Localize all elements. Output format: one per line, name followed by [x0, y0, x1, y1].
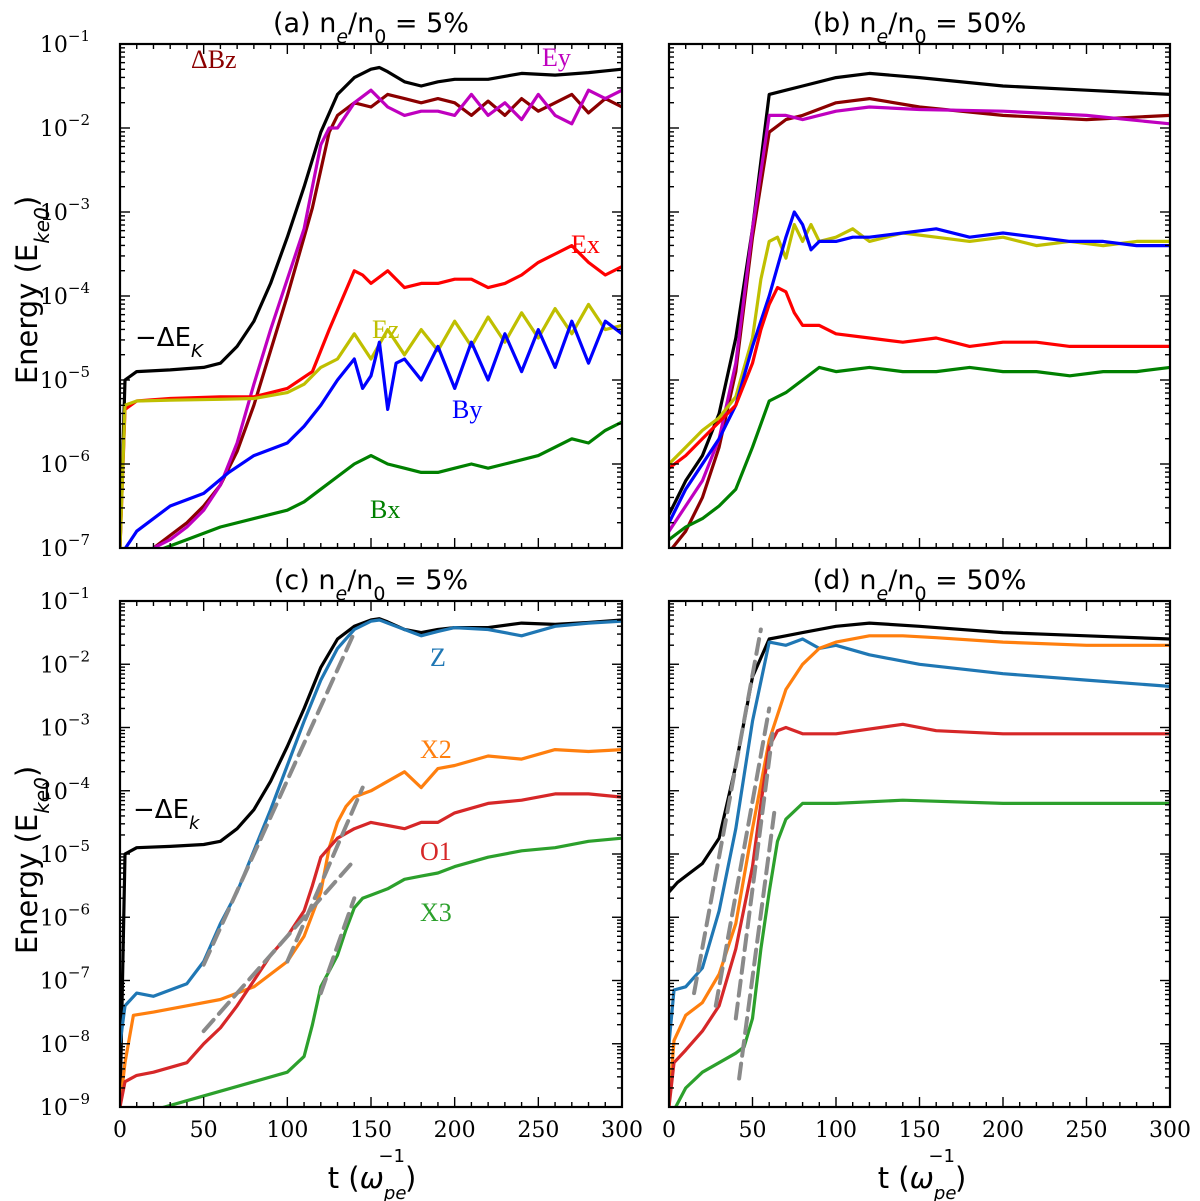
y-tick-label: 10−2: [40, 111, 90, 142]
x-tick-label: 0: [113, 1118, 127, 1143]
series-line-magenta-magenta: [669, 105, 1170, 533]
y-tick-label: 10−1: [40, 584, 90, 615]
series-label-EK: −ΔEK: [135, 323, 204, 362]
panel-c: (c) ne/n0 = 5% 0 50 100 150 200 250 300 10−9 10−8…: [40, 565, 643, 1143]
series-label-By: By: [452, 395, 482, 424]
x-tick-label: 150: [350, 1118, 392, 1143]
series-label-Ek: −ΔEk: [133, 795, 201, 834]
series-line-X3-tab_green: [158, 836, 622, 1107]
y-tick-label: 10−6: [40, 447, 90, 478]
panel-title: (a) ne/n0 = 5%: [273, 8, 469, 48]
plot-area: [120, 65, 622, 548]
fit-line-4: [318, 896, 357, 996]
series-line-maroon-maroon: [670, 97, 1170, 548]
fit-line-3: [285, 785, 365, 964]
y-tick-label: 10−2: [40, 647, 90, 678]
y-tick-label: 10−5: [40, 363, 90, 394]
series-line-Z-tab_blue: [120, 618, 622, 1046]
series-label-X3: X3: [420, 898, 452, 927]
series-line-Ex-red: [120, 244, 622, 548]
plot-area: [669, 71, 1170, 548]
x-tick-label: 200: [434, 1118, 476, 1143]
x-axis-label-right: t (ωpe−1): [878, 1146, 967, 1201]
series-label-Bx: Bx: [370, 495, 400, 524]
y-tick-label: 10−1: [40, 27, 90, 58]
x-axis-label-left: t (ωpe−1): [328, 1146, 417, 1201]
x-tick-label: 100: [266, 1118, 308, 1143]
panel-b: (b) ne/n0 = 50%: [667, 8, 1172, 550]
series-line-tabblue-tab_blue: [669, 637, 1170, 1046]
series-line-blue-blue: [669, 210, 1170, 525]
x-tick-label: 300: [1149, 1118, 1191, 1143]
x-tick-label: 150: [899, 1118, 941, 1143]
series-line-black-black: [669, 621, 1170, 894]
series-line-Bx-green: [160, 420, 622, 548]
panel-a: (a) ne/n0 = 5% 10−7 10−6 10−5 10−4 10−3 10−2 10…: [40, 8, 624, 562]
series-line-black-black: [669, 71, 1170, 516]
series-label-Z: Z: [430, 643, 446, 672]
series-label-Bz: ΔBz: [191, 45, 237, 74]
series-line-taborange-tab_orange: [669, 634, 1170, 1107]
y-tick-label: 10−7: [40, 531, 90, 562]
y-tick-label: 10−4: [40, 774, 90, 805]
plot-area: [669, 621, 1170, 1107]
fit-line-2: [201, 858, 357, 1034]
x-tick-label: 250: [517, 1118, 559, 1143]
fit-line-1: [201, 630, 357, 967]
series-line-O1-tab_red: [120, 792, 622, 1107]
series-line-E-black: [120, 65, 622, 548]
x-tick-label: 200: [982, 1118, 1024, 1143]
panel-d: (d) ne/n0 = 50% 0 50 100 150 200 250 300: [662, 565, 1191, 1143]
series-line-olive-olive: [669, 223, 1170, 466]
panel-title: (c) ne/n0 = 5%: [274, 565, 468, 605]
axes-frame: [118, 599, 624, 1109]
y-tick-label: 10−6: [40, 900, 90, 931]
y-axis-label-bottom: Energy (Eke0): [10, 766, 54, 954]
x-tick-label: 50: [190, 1118, 218, 1143]
x-tick-label: 100: [815, 1118, 857, 1143]
fit-line-1: [692, 627, 763, 996]
series-label-X2: X2: [420, 735, 452, 764]
fit-line-4: [737, 810, 777, 1081]
series-line-X2-tab_orange: [120, 748, 622, 1107]
y-axis-label-top: Energy (Eke0): [10, 196, 54, 384]
axes-frame: [118, 42, 624, 550]
x-tick-label: 0: [662, 1118, 676, 1143]
x-tick-label: 50: [739, 1118, 767, 1143]
y-tick-label: 10−5: [40, 837, 90, 868]
y-tick-label: 10−7: [40, 964, 90, 995]
series-line-green-green: [669, 365, 1170, 542]
fit-line-3: [733, 731, 775, 1021]
y-tick-label: 10−3: [40, 195, 90, 226]
panel-title: (d) ne/n0 = 50%: [813, 565, 1027, 605]
series-label-Ey: Ey: [542, 43, 571, 72]
series-line-Bz-maroon: [151, 92, 622, 548]
x-tick-label: 250: [1066, 1118, 1108, 1143]
series-label-Ez: Ez: [372, 315, 399, 344]
y-tick-label: 10−8: [40, 1027, 90, 1058]
panel-title: (b) ne/n0 = 50%: [813, 8, 1027, 48]
series-line-Ey-magenta: [151, 88, 622, 548]
series-label-Ex: Ex: [571, 230, 600, 259]
plot-area: [120, 617, 622, 1107]
series-line-tabgreen-tab_green: [673, 798, 1170, 1107]
y-tick-label: 10−9: [40, 1090, 90, 1121]
series-line-Ez-olive: [120, 302, 622, 548]
series-label-O1: O1: [420, 837, 452, 866]
y-tick-label: 10−4: [40, 279, 90, 310]
x-tick-label: 300: [601, 1118, 643, 1143]
series-line-By-blue: [123, 319, 622, 548]
series-line-red-red: [669, 286, 1170, 470]
series-line-E-black: [120, 617, 622, 1107]
fit-line-2: [713, 706, 772, 1008]
y-tick-label: 10−3: [40, 711, 90, 742]
